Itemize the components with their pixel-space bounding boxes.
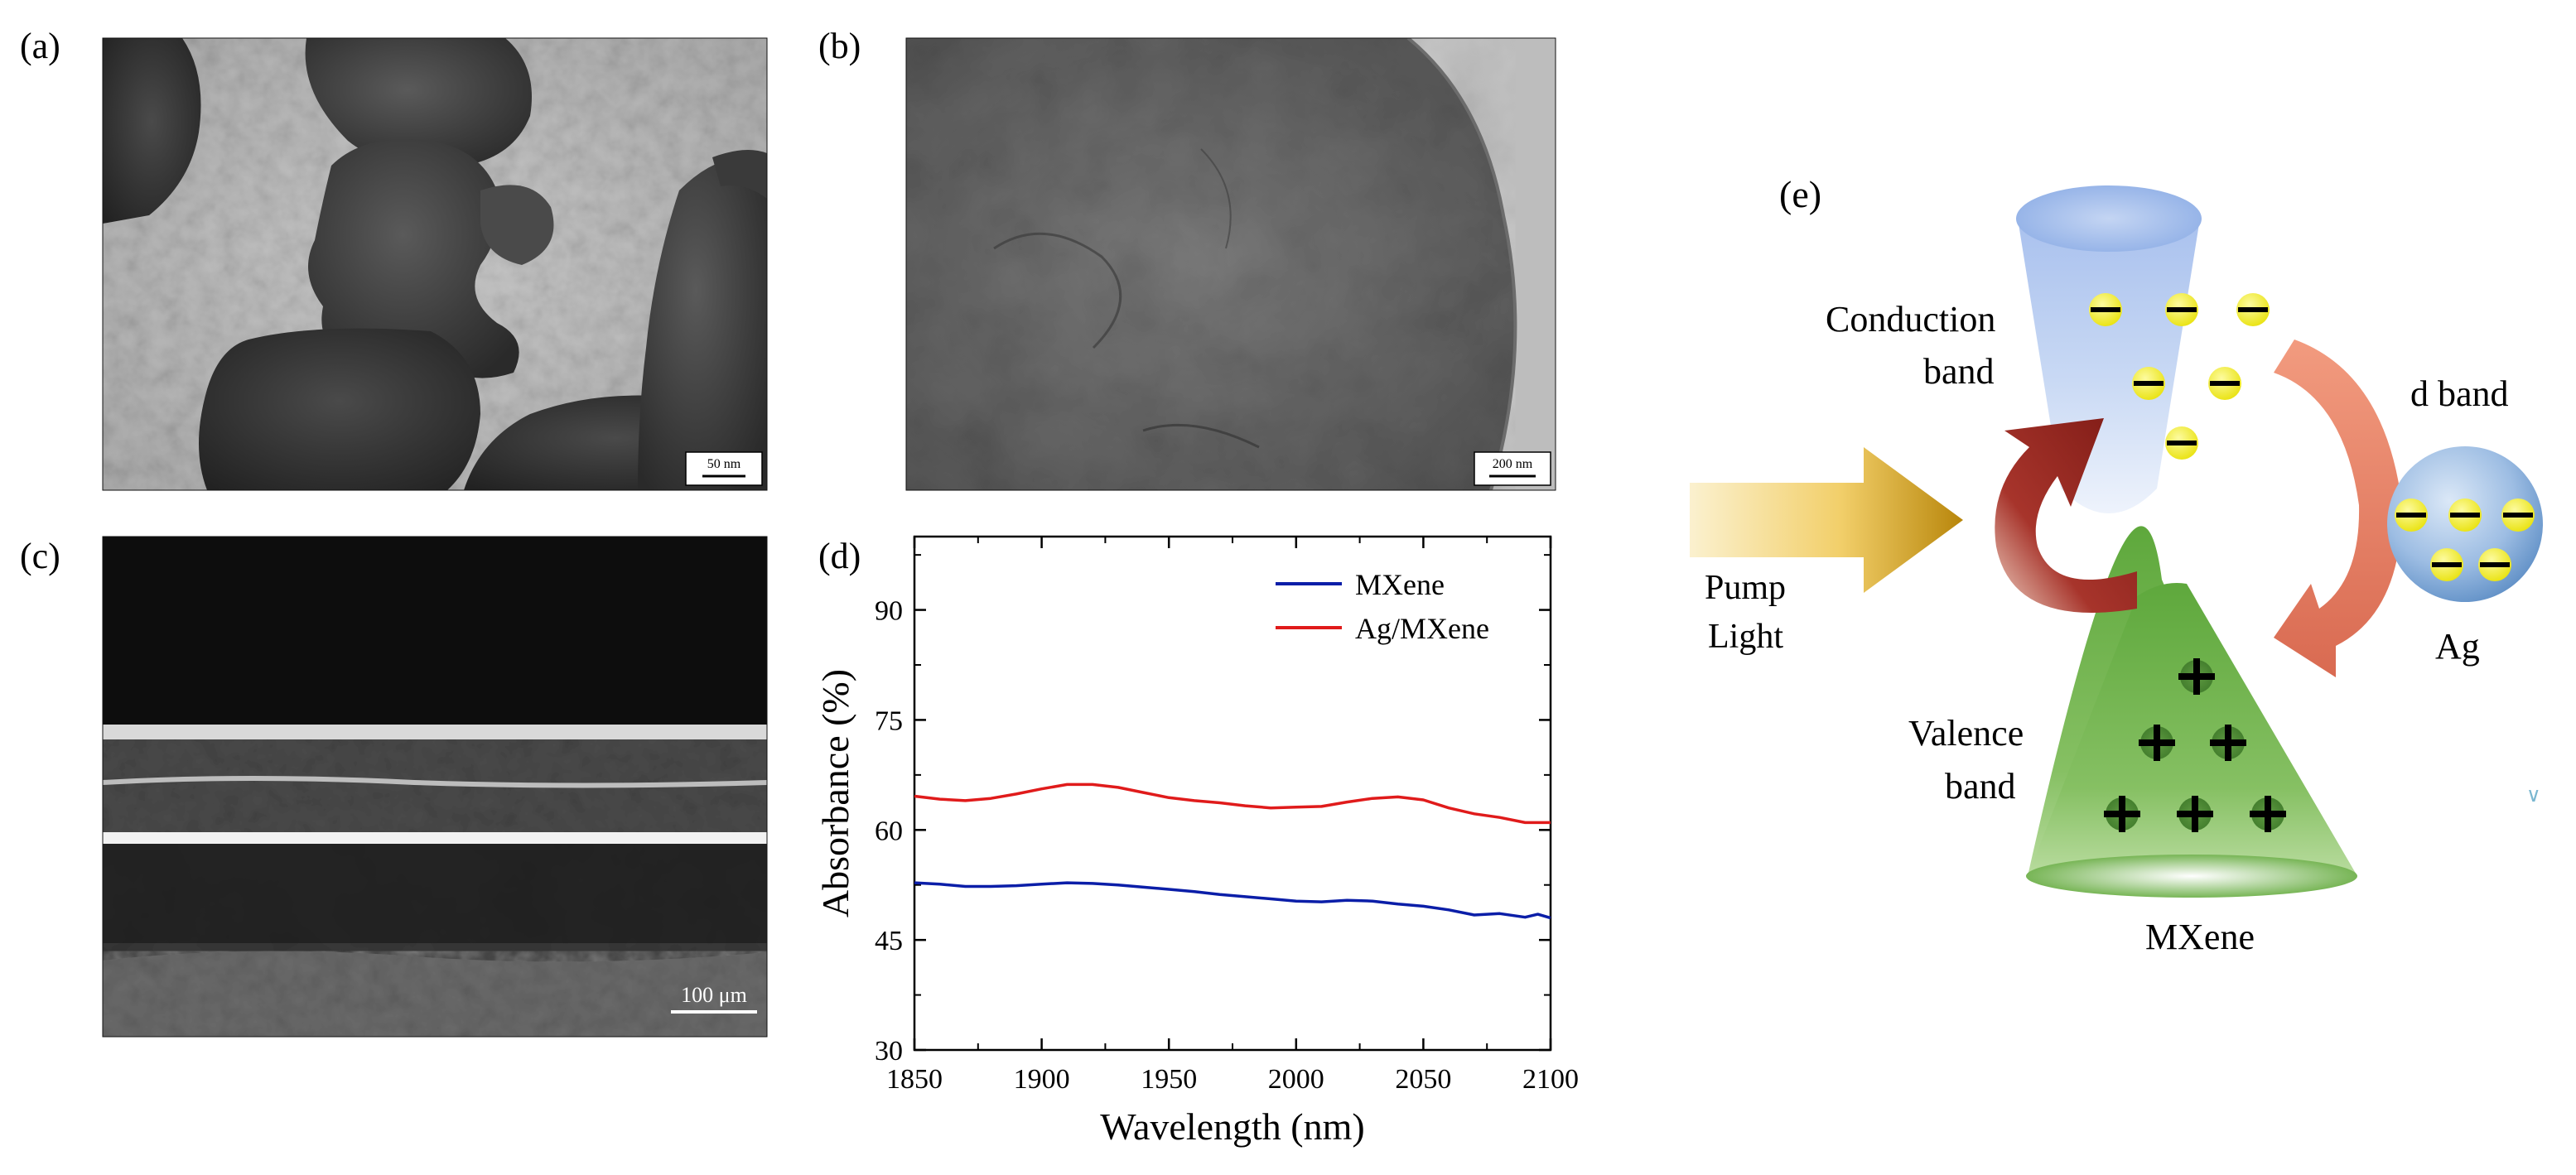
series-lines xyxy=(914,783,1551,920)
y-axis-label: Absorbance (%) xyxy=(814,669,856,917)
legend: MXene Ag/MXene xyxy=(1276,568,1489,645)
x-tick-label: 2050 xyxy=(1395,1064,1451,1095)
electron-icon xyxy=(2395,498,2428,532)
d-band-label: d band xyxy=(2410,373,2509,414)
panel-a-scale-text: 50 nm xyxy=(707,457,741,471)
y-tick-label: 75 xyxy=(875,705,903,736)
stray-mark: ∨ xyxy=(2526,785,2541,807)
hole-icon xyxy=(2250,796,2286,832)
panel-e-label: (e) xyxy=(1779,173,1821,215)
panel-c-scale-bar: 100 μm xyxy=(671,983,757,1014)
hole-icon xyxy=(2139,725,2175,761)
panel-c-scale-text: 100 μm xyxy=(681,983,747,1007)
panel-d-label: (d) xyxy=(818,536,861,576)
x-tick-label: 1950 xyxy=(1141,1064,1197,1095)
panel-a-scale-bar: 50 nm xyxy=(685,451,763,486)
pump-light-label-line1: Pump xyxy=(1705,569,1786,607)
electron-icon xyxy=(2478,548,2511,581)
electron-icon xyxy=(2132,367,2165,400)
hole-icon xyxy=(2210,725,2246,761)
panel-c-sem-image xyxy=(103,537,767,1037)
legend-label-mxene: MXene xyxy=(1355,568,1445,601)
y-tick-label: 60 xyxy=(875,816,903,846)
x-axis-ticks: 1850 1900 1950 2000 2050 2100 xyxy=(886,537,1579,1095)
y-tick-label: 30 xyxy=(875,1036,903,1067)
valence-to-conduction-arrow xyxy=(1995,418,2137,613)
x-tick-label: 1850 xyxy=(886,1064,943,1095)
conduction-electrons xyxy=(2089,293,2270,460)
mxene-label: MXene xyxy=(2145,917,2255,957)
x-tick-label: 1900 xyxy=(1014,1064,1070,1095)
panel-b-label: (b) xyxy=(818,26,861,66)
ag-electrons xyxy=(2395,498,2535,581)
y-axis-ticks: 30 45 60 75 90 xyxy=(875,554,1551,1067)
x-tick-label: 2000 xyxy=(1268,1064,1324,1095)
hole-icon xyxy=(2177,796,2213,832)
panel-a-label: (a) xyxy=(20,26,60,66)
electron-icon xyxy=(2236,293,2270,326)
y-tick-label: 45 xyxy=(875,926,903,956)
electron-icon xyxy=(2501,498,2535,532)
conduction-band-label-line1: Conduction xyxy=(1826,299,1995,339)
absorbance-chart: 30 45 60 75 90 1850 1900 1950 2000 2050 2100 MXen… xyxy=(814,535,1579,1148)
pump-light-label-line2: Light xyxy=(1708,618,1783,656)
panel-a-tem-image xyxy=(103,38,767,490)
x-axis-label: Wavelength (nm) xyxy=(1100,1105,1364,1148)
conduction-band-label-line2: band xyxy=(1923,351,1995,392)
valence-holes xyxy=(2104,658,2286,832)
panel-b-scale-bar: 200 nm xyxy=(1474,451,1551,486)
electron-icon xyxy=(2208,367,2241,400)
x-tick-label: 2100 xyxy=(1522,1064,1579,1095)
pump-light-arrow xyxy=(1690,447,1963,593)
panel-c-label: (c) xyxy=(20,536,60,576)
panel-b-tem-image xyxy=(906,38,1556,490)
ag-label: Ag xyxy=(2435,626,2480,667)
legend-label-ag-mxene: Ag/MXene xyxy=(1355,612,1489,645)
series-line-ag-mxene xyxy=(914,783,1551,825)
valence-band-label-line2: band xyxy=(1945,766,2016,807)
panel-b-scale-text: 200 nm xyxy=(1493,457,1533,471)
hole-icon xyxy=(2104,796,2140,832)
electron-icon xyxy=(2165,293,2198,326)
electron-icon xyxy=(2430,548,2463,581)
y-tick-label: 90 xyxy=(875,596,903,627)
electron-icon xyxy=(2165,426,2198,460)
valence-band-label-line1: Valence xyxy=(1908,713,2024,754)
electron-icon xyxy=(2448,498,2482,532)
series-line-mxene xyxy=(914,881,1551,920)
electron-icon xyxy=(2089,293,2122,326)
ag-to-valence-arrow xyxy=(2274,339,2402,677)
hole-icon xyxy=(2178,658,2215,695)
